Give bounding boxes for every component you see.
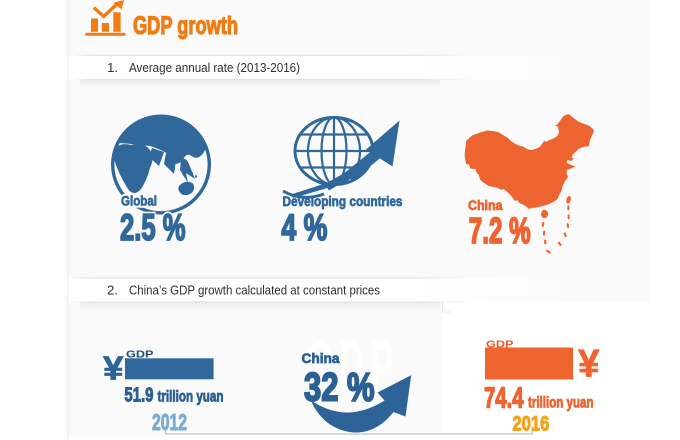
svg-text:Global: Global xyxy=(121,194,157,209)
svg-text:trillion yuan: trillion yuan xyxy=(528,395,594,412)
svg-text:7.2 %: 7.2 % xyxy=(469,210,531,251)
svg-text:74.4: 74.4 xyxy=(484,383,524,415)
svg-text:32 %: 32 % xyxy=(304,366,375,410)
svg-text:2.5 %: 2.5 % xyxy=(120,207,186,248)
svg-text:¥: ¥ xyxy=(103,349,124,386)
svg-text:2016: 2016 xyxy=(512,413,549,436)
svg-text:GDP: GDP xyxy=(306,327,399,407)
svg-text:GDP growth: GDP growth xyxy=(133,12,238,40)
svg-text:China’s GDP growth calculated: China’s GDP growth calculated at constan… xyxy=(129,283,380,298)
svg-text:China: China xyxy=(468,198,503,213)
svg-text:51.9: 51.9 xyxy=(124,384,153,406)
svg-text:Developing countries: Developing countries xyxy=(283,194,403,209)
svg-text:4 %: 4 % xyxy=(281,207,327,248)
svg-text:Average annual rate (2013-2016: Average annual rate (2013-2016) xyxy=(129,60,300,75)
svg-text:¥: ¥ xyxy=(578,343,600,386)
svg-text:2.5 %: 2.5 % xyxy=(120,207,186,248)
svg-text:GDP: GDP xyxy=(126,348,154,360)
svg-text:Global: Global xyxy=(121,194,157,209)
svg-text:China: China xyxy=(302,350,340,366)
svg-text:1.: 1. xyxy=(107,60,118,75)
svg-text:2.: 2. xyxy=(107,283,118,298)
svg-text:trillion yuan: trillion yuan xyxy=(158,388,224,405)
svg-text:2012: 2012 xyxy=(152,409,187,435)
